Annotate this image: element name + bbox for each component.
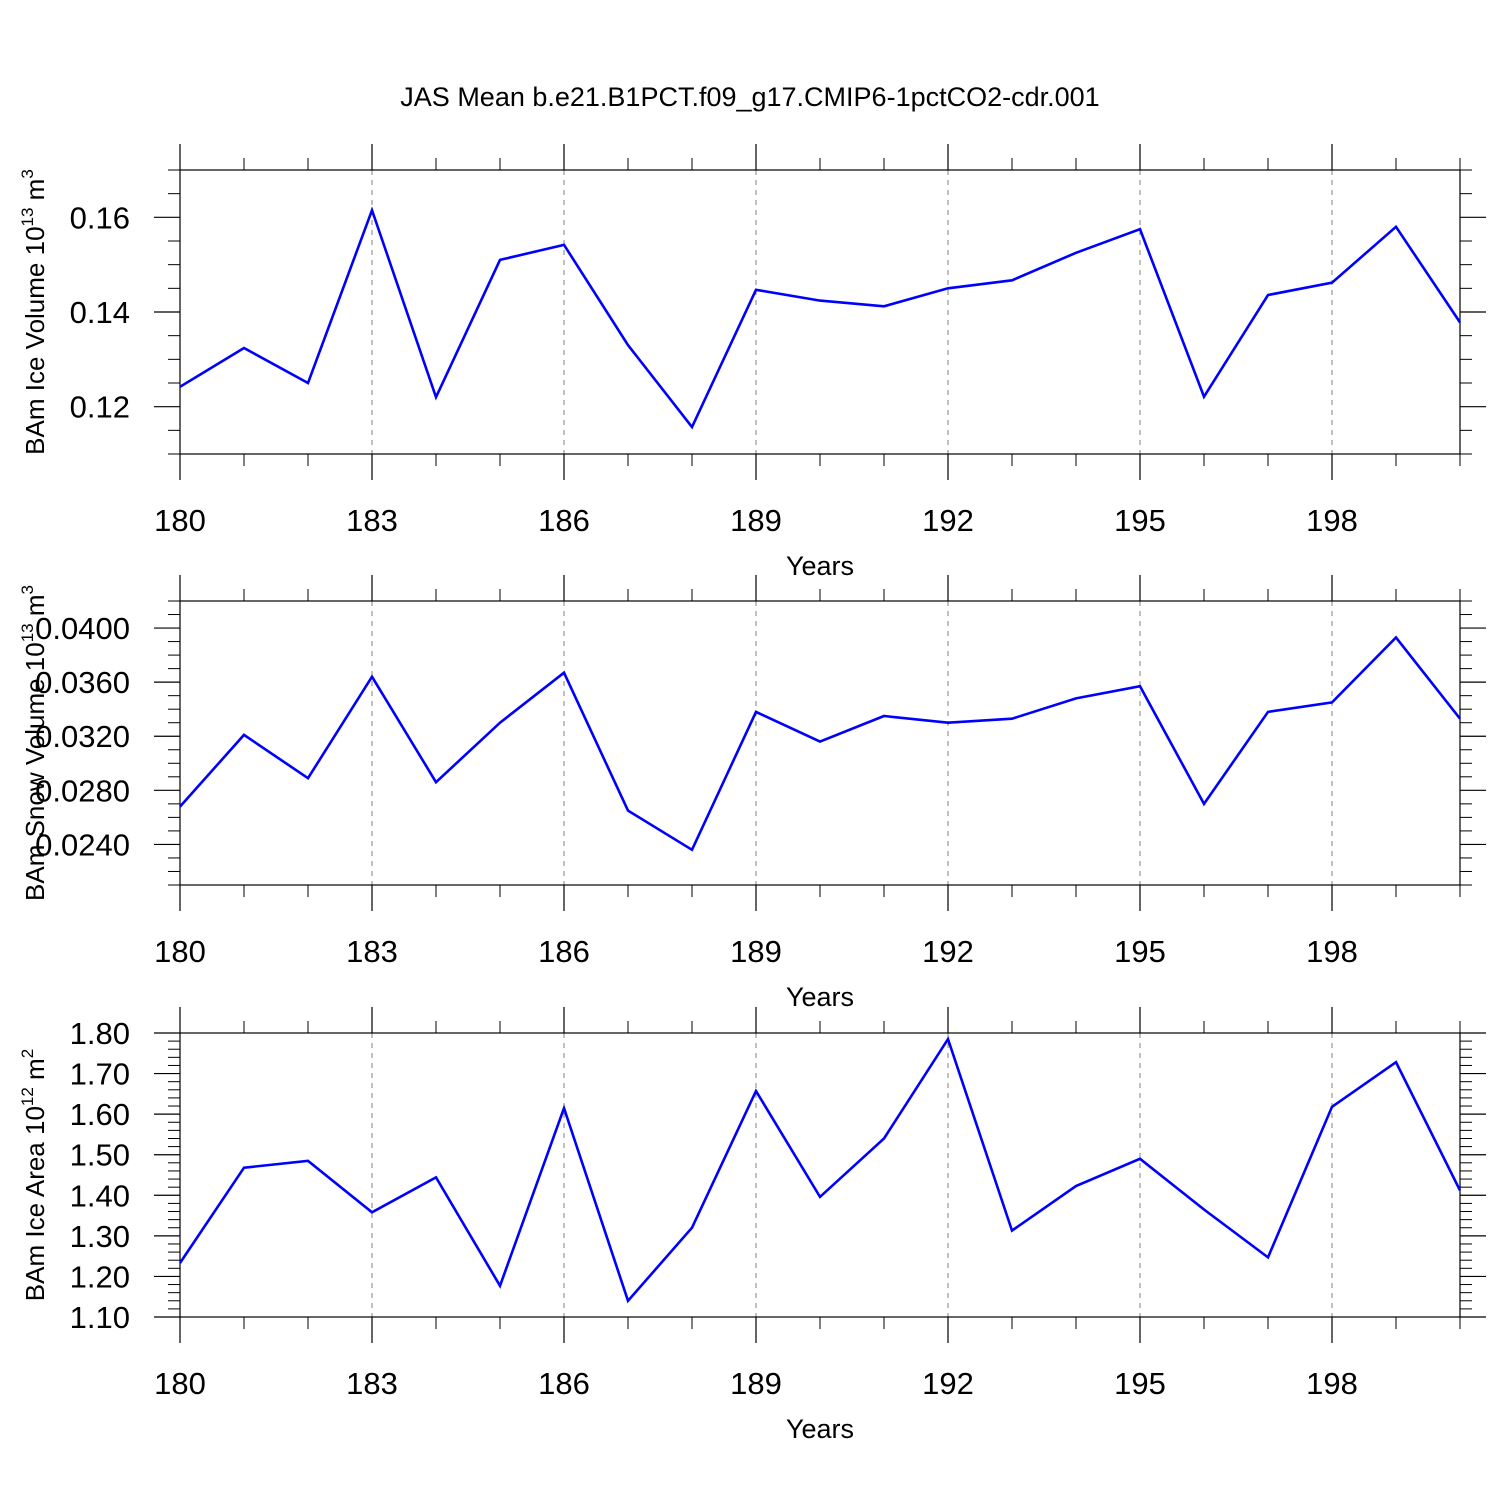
x-tick-label: 180 (154, 503, 206, 538)
y-tick-label: 1.60 (70, 1097, 130, 1132)
y-tick-label: 0.0400 (35, 611, 130, 646)
series-line (179, 206, 1462, 430)
x-tick-label: 192 (922, 503, 974, 538)
y-tick-label: 0.12 (70, 390, 130, 425)
y-axis-label-text: BAm Snow Volume 10 (20, 642, 50, 901)
y-axis-label-unit-exponent: 3 (18, 585, 37, 594)
x-tick-label: 195 (1114, 1366, 1166, 1401)
chart-title: JAS Mean b.e21.B1PCT.f09_g17.CMIP6-1pctC… (400, 82, 1099, 112)
x-tick-label: 192 (922, 1366, 974, 1401)
x-tick-label: 180 (154, 1366, 206, 1401)
y-tick-label: 1.80 (70, 1016, 130, 1051)
y-tick-label: 1.10 (70, 1300, 130, 1335)
y-tick-label: 0.14 (70, 295, 130, 330)
x-tick-label: 183 (346, 1366, 398, 1401)
x-tick-label: 189 (730, 503, 782, 538)
x-tick-label: 189 (730, 1366, 782, 1401)
x-axis-label: Years (786, 1414, 854, 1444)
x-tick-label: 198 (1306, 503, 1358, 538)
x-tick-label: 183 (346, 503, 398, 538)
panel-2: 180 183 186 189 192 195 198 Years 0.0240 0.0280 0.… (18, 575, 1486, 1012)
y-tick-label: 1.70 (70, 1057, 130, 1092)
y-axis-label: BAm Snow Volume 1013 m3 (18, 585, 50, 901)
y-axis-label-exponent: 13 (18, 623, 37, 642)
panels: 180 183 186 189 192 195 198 Years 0.12 0.14 0.16 BA… (18, 144, 1486, 1444)
x-tick-label: 195 (1114, 503, 1166, 538)
y-tick-label: 1.40 (70, 1178, 130, 1213)
y-tick-label: 1.30 (70, 1219, 130, 1254)
x-axis-label: Years (786, 982, 854, 1012)
y-tick-label: 0.16 (70, 200, 130, 235)
y-tick-label: 1.20 (70, 1259, 130, 1294)
x-tick-label: 198 (1306, 1366, 1358, 1401)
y-tick-label: 0.0240 (35, 827, 130, 862)
y-axis-label-unit-exponent: 2 (18, 1049, 37, 1058)
y-axis-label-text: BAm Ice Area 10 (20, 1106, 50, 1301)
y-axis-label-unit: m (20, 1058, 50, 1087)
x-tick-label: 186 (538, 1366, 590, 1401)
y-tick-label: 1.50 (70, 1138, 130, 1173)
y-axis-label-text: BAm Ice Volume 10 (20, 226, 50, 454)
x-tick-label: 186 (538, 934, 590, 969)
x-tick-label: 183 (346, 934, 398, 969)
y-tick-label: 0.0360 (35, 665, 130, 700)
y-axis-label-exponent: 12 (18, 1087, 37, 1106)
y-axis-label: BAm Ice Area 1012 m2 (18, 1049, 50, 1301)
x-tick-label: 186 (538, 503, 590, 538)
y-axis-label: BAm Ice Volume 1013 m3 (18, 169, 50, 455)
y-tick-label: 0.0320 (35, 719, 130, 754)
y-axis-label-exponent: 13 (18, 208, 37, 227)
series-line (178, 1036, 1462, 1304)
y-tick-label: 0.0280 (35, 773, 130, 808)
x-tick-label: 189 (730, 934, 782, 969)
x-tick-label: 180 (154, 934, 206, 969)
y-axis-label-unit: m (20, 594, 50, 623)
x-tick-label: 198 (1306, 934, 1358, 969)
panel-1: 180 183 186 189 192 195 198 Years 0.12 0.14 0.16 BA… (18, 144, 1486, 581)
y-axis-label-unit: m (20, 179, 50, 208)
x-tick-label: 195 (1114, 934, 1166, 969)
x-tick-label: 192 (922, 934, 974, 969)
x-axis-label: Years (786, 551, 854, 581)
series-line (179, 635, 1462, 852)
y-axis-label-unit-exponent: 3 (18, 169, 37, 178)
panel-3: 180 183 186 189 192 195 198 Years 1.10 1.20 1.30 1.… (18, 1007, 1486, 1444)
